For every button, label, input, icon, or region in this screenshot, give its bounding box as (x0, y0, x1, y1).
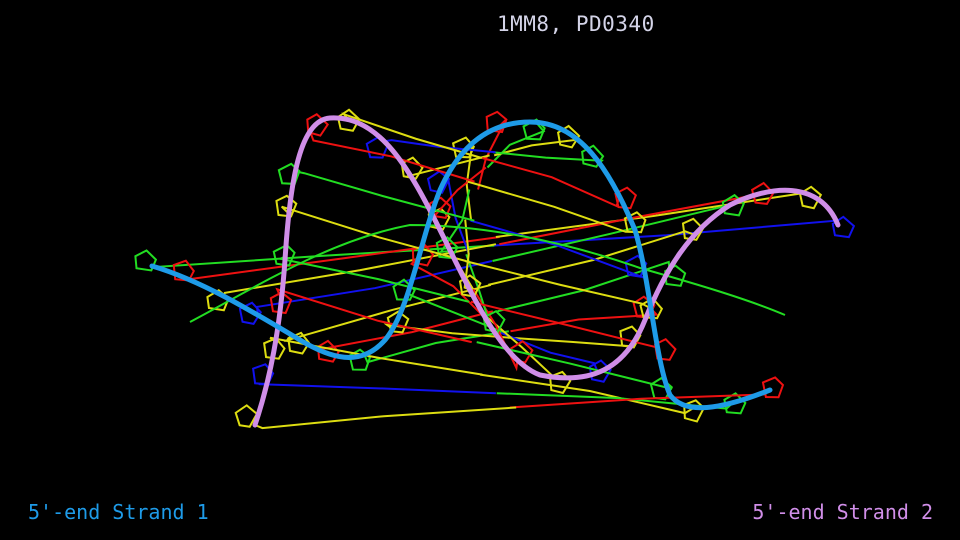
helix-axis (189, 223, 786, 323)
strand-1-backbone (149, 119, 773, 411)
sugar-ring (556, 124, 581, 149)
sugar-ring (275, 194, 298, 218)
nucleotide-bases (134, 108, 856, 430)
base-stick (258, 382, 496, 395)
base-stick (439, 189, 471, 254)
sugar-ring (287, 331, 311, 355)
base-stick (480, 373, 696, 415)
sugar-ring (428, 196, 452, 220)
sugar-ring (411, 244, 435, 267)
sugar-ring (172, 259, 195, 282)
sugar-ring (234, 404, 259, 428)
base-stick (465, 260, 652, 310)
base-stick (407, 292, 506, 334)
base-stick (309, 130, 475, 183)
sugar-ring (458, 274, 482, 298)
base-stick (254, 406, 517, 430)
sugar-ring (581, 144, 605, 168)
strand-1-label: 5'-end Strand 1 (28, 500, 209, 524)
sugar-ring (522, 118, 546, 141)
sugar-ring (134, 249, 158, 272)
base-stick (467, 180, 636, 234)
sugar-ring (761, 376, 785, 399)
strand-2-backbone (252, 115, 841, 428)
base-stick (363, 330, 509, 364)
sugar-ring (435, 236, 459, 260)
base-stick (492, 151, 604, 164)
structure-title: 1MM8, PD0340 (497, 12, 655, 36)
sugar-ring (306, 113, 330, 137)
strand-2-label: 5'-end Strand 2 (752, 500, 933, 524)
sugar-ring (386, 310, 410, 334)
